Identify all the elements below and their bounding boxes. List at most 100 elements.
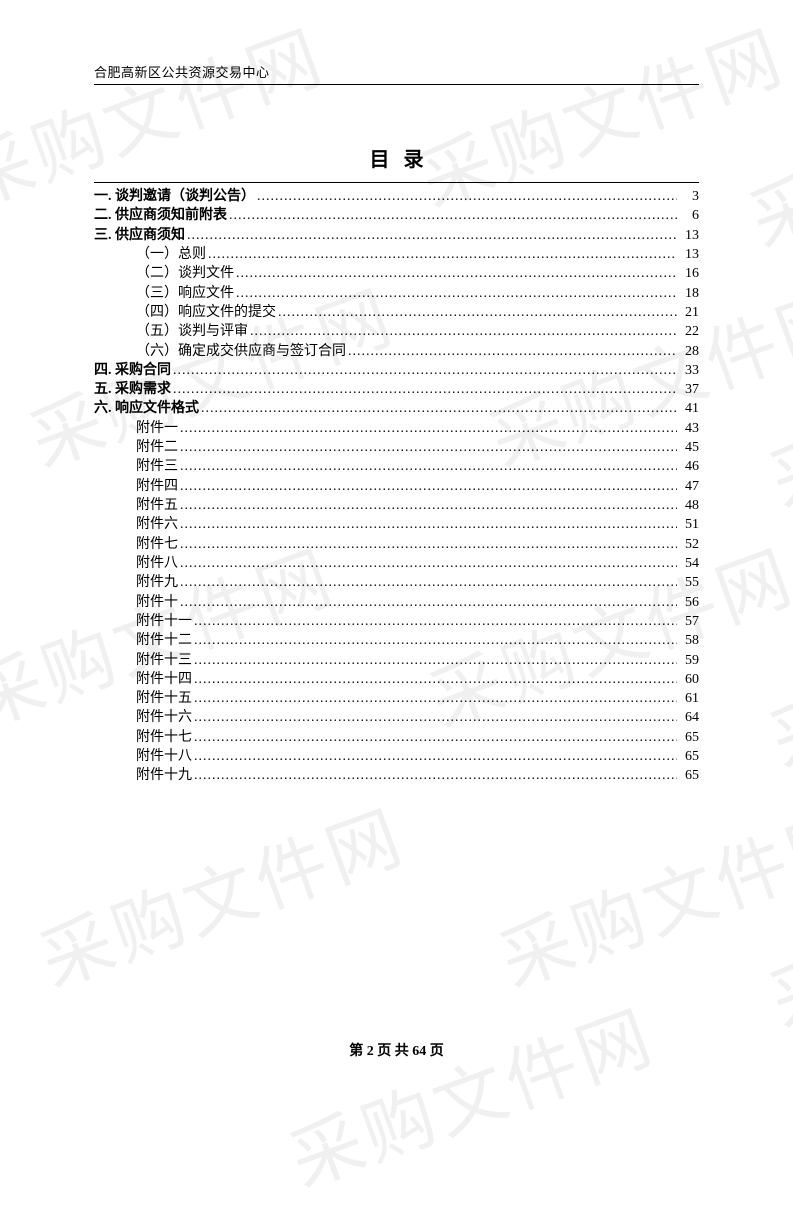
toc-row: 附件十六 64 xyxy=(94,708,699,727)
toc-label: 附件六 xyxy=(94,515,178,534)
toc-dots xyxy=(194,728,677,747)
title-underline xyxy=(94,182,699,183)
toc-page-number: 6 xyxy=(679,206,699,225)
toc-dots xyxy=(173,380,677,399)
toc-page-number: 41 xyxy=(679,399,699,418)
toc-row: （二）谈判文件 16 xyxy=(94,264,699,283)
page-footer: 第 2 页 共 64 页 xyxy=(0,1040,793,1060)
toc-dots xyxy=(180,477,677,496)
toc-row: 附件十二58 xyxy=(94,631,699,650)
toc-dots xyxy=(194,747,677,766)
toc-dots xyxy=(180,496,677,515)
toc-dots xyxy=(194,612,677,631)
footer-prefix: 第 xyxy=(349,1044,367,1059)
toc-row: 附件二45 xyxy=(94,438,699,457)
toc-label: 附件十六 xyxy=(94,708,192,727)
toc-label: 一. 谈判邀请（谈判公告） xyxy=(94,187,255,206)
toc-page-number: 64 xyxy=(679,708,699,727)
toc-page-number: 65 xyxy=(679,747,699,766)
toc-label: 六. 响应文件格式 xyxy=(94,399,199,418)
toc-dots xyxy=(194,631,677,650)
toc-page-number: 51 xyxy=(679,515,699,534)
toc-page-number: 54 xyxy=(679,554,699,573)
toc-row: 三. 供应商须知 13 xyxy=(94,226,699,245)
toc-dots xyxy=(236,284,677,303)
toc-page-number: 48 xyxy=(679,496,699,515)
toc-label: 附件五 xyxy=(94,496,178,515)
toc-dots xyxy=(180,438,677,457)
toc-label: （三）响应文件 xyxy=(94,284,234,303)
toc-page-number: 18 xyxy=(679,284,699,303)
header-text: 合肥高新区公共资源交易中心 xyxy=(94,65,270,80)
toc-row: 附件五 48 xyxy=(94,496,699,515)
toc-row: 附件九55 xyxy=(94,573,699,592)
toc-page-number: 3 xyxy=(679,187,699,206)
toc-page-number: 37 xyxy=(679,380,699,399)
toc-page-number: 28 xyxy=(679,342,699,361)
toc-label: （一）总则 xyxy=(94,245,206,264)
toc-dots xyxy=(201,399,677,418)
toc-label: 附件三 xyxy=(94,457,178,476)
toc-label: （六）确定成交供应商与签订合同 xyxy=(94,342,346,361)
toc-dots xyxy=(208,245,677,264)
footer-current-page: 2 xyxy=(367,1044,374,1059)
toc-label: 附件四 xyxy=(94,477,178,496)
toc-dots xyxy=(194,708,677,727)
toc-page-number: 65 xyxy=(679,766,699,785)
toc-dots xyxy=(180,535,677,554)
toc-row: 二. 供应商须知前附表6 xyxy=(94,206,699,225)
toc-page-number: 33 xyxy=(679,361,699,380)
toc-label: （二）谈判文件 xyxy=(94,264,234,283)
toc-dots xyxy=(194,689,677,708)
toc-label: （四）响应文件的提交 xyxy=(94,303,276,322)
toc-row: 一. 谈判邀请（谈判公告） 3 xyxy=(94,187,699,206)
toc-dots xyxy=(348,342,677,361)
toc-dots xyxy=(180,554,677,573)
toc-page-number: 56 xyxy=(679,593,699,612)
toc-page-number: 13 xyxy=(679,226,699,245)
toc-page-number: 43 xyxy=(679,419,699,438)
toc-dots xyxy=(173,361,677,380)
toc-dots xyxy=(194,670,677,689)
toc-label: 附件十七 xyxy=(94,728,192,747)
toc-row: 附件四 47 xyxy=(94,477,699,496)
toc-label: 附件八 xyxy=(94,554,178,573)
toc-page-number: 45 xyxy=(679,438,699,457)
toc-label: 附件七 xyxy=(94,535,178,554)
footer-middle: 页 共 xyxy=(374,1044,413,1059)
toc-row: 六. 响应文件格式 41 xyxy=(94,399,699,418)
toc-label: 四. 采购合同 xyxy=(94,361,171,380)
toc-page-number: 55 xyxy=(679,573,699,592)
toc-label: 附件十 xyxy=(94,593,178,612)
toc-row: 五. 采购需求37 xyxy=(94,380,699,399)
toc-label: 附件十二 xyxy=(94,631,192,650)
toc-row: （一）总则 13 xyxy=(94,245,699,264)
toc-label: 附件一 xyxy=(94,419,178,438)
toc-label: 附件十九 xyxy=(94,766,192,785)
toc-dots xyxy=(180,515,677,534)
toc-label: （五）谈判与评审 xyxy=(94,322,248,341)
toc-row: 附件十五61 xyxy=(94,689,699,708)
toc-row: 附件十八 65 xyxy=(94,747,699,766)
toc-row: （三）响应文件 18 xyxy=(94,284,699,303)
toc-label: 附件十三 xyxy=(94,651,192,670)
toc-label: 附件十八 xyxy=(94,747,192,766)
toc-dots xyxy=(257,187,677,206)
toc-dots xyxy=(229,206,677,225)
toc-row: 附件十一 57 xyxy=(94,612,699,631)
toc-row: 附件六 51 xyxy=(94,515,699,534)
toc-dots xyxy=(180,573,677,592)
toc-page-number: 60 xyxy=(679,670,699,689)
toc-label: 三. 供应商须知 xyxy=(94,226,185,245)
toc-page-number: 47 xyxy=(679,477,699,496)
footer-total-pages: 64 xyxy=(412,1044,426,1059)
toc-page-number: 61 xyxy=(679,689,699,708)
toc-page-number: 16 xyxy=(679,264,699,283)
footer-suffix: 页 xyxy=(426,1044,444,1059)
toc-row: （六）确定成交供应商与签订合同 28 xyxy=(94,342,699,361)
toc-page-number: 13 xyxy=(679,245,699,264)
toc-page-number: 57 xyxy=(679,612,699,631)
toc-row: （五）谈判与评审22 xyxy=(94,322,699,341)
toc-label: 附件十一 xyxy=(94,612,192,631)
toc-dots xyxy=(194,651,677,670)
